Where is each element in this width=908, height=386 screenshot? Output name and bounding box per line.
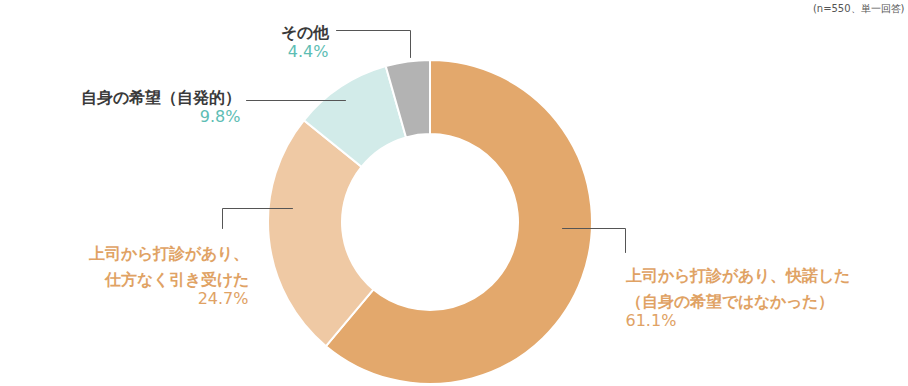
svg-text:(n=550、単一回答): (n=550、単一回答)	[813, 3, 905, 14]
svg-text:その他: その他	[281, 23, 330, 42]
svg-text:4.4%: 4.4%	[288, 42, 329, 61]
svg-text:上司から打診があり、仕方なく引き受けた: 上司から打診があり、仕方なく引き受けた	[88, 244, 249, 289]
svg-text:61.1%: 61.1%	[626, 311, 677, 330]
svg-text:24.7%: 24.7%	[198, 289, 249, 308]
svg-text:自身の希望（自発的）: 自身の希望（自発的）	[81, 88, 241, 107]
svg-text:上司から打診があり、快諾した（自身の希望ではなかった）: 上司から打診があり、快諾した（自身の希望ではなかった）	[625, 266, 850, 311]
svg-text:9.8%: 9.8%	[200, 107, 241, 126]
